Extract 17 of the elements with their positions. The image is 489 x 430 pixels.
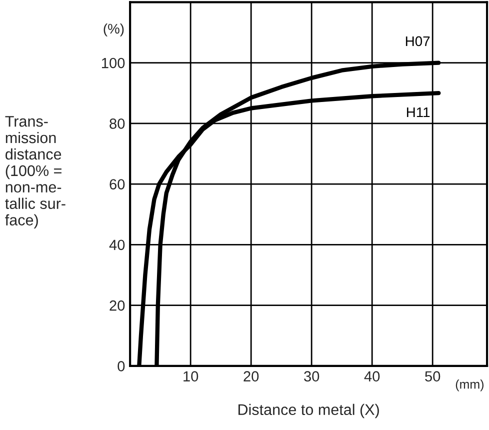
y-tick-label: 60 [110, 179, 125, 190]
text: (%) [104, 23, 124, 36]
y-tick-label: 80 [110, 118, 125, 129]
series-label: H11 [406, 107, 430, 118]
x-tick-label: 10 [184, 371, 198, 382]
y-tick-label: 40 [109, 240, 125, 250]
x-axis-title: Distance to metal (X) [238, 404, 379, 418]
x-tick-label: 30 [304, 371, 320, 382]
series-label: H07 [406, 36, 430, 46]
x-tick-label: 50 [425, 371, 440, 382]
y-tick-label: 0 [118, 361, 125, 372]
y-tick-label: 100 [102, 58, 125, 68]
x-tick-label: 20 [244, 371, 259, 382]
y-tick-label: 20 [110, 300, 125, 311]
y-axis-title: Trans- mission distance (100% = non-me- tallic sur- face) [5, 116, 66, 228]
text: (mm) [456, 380, 484, 392]
x-tick-label: 40 [364, 371, 380, 382]
